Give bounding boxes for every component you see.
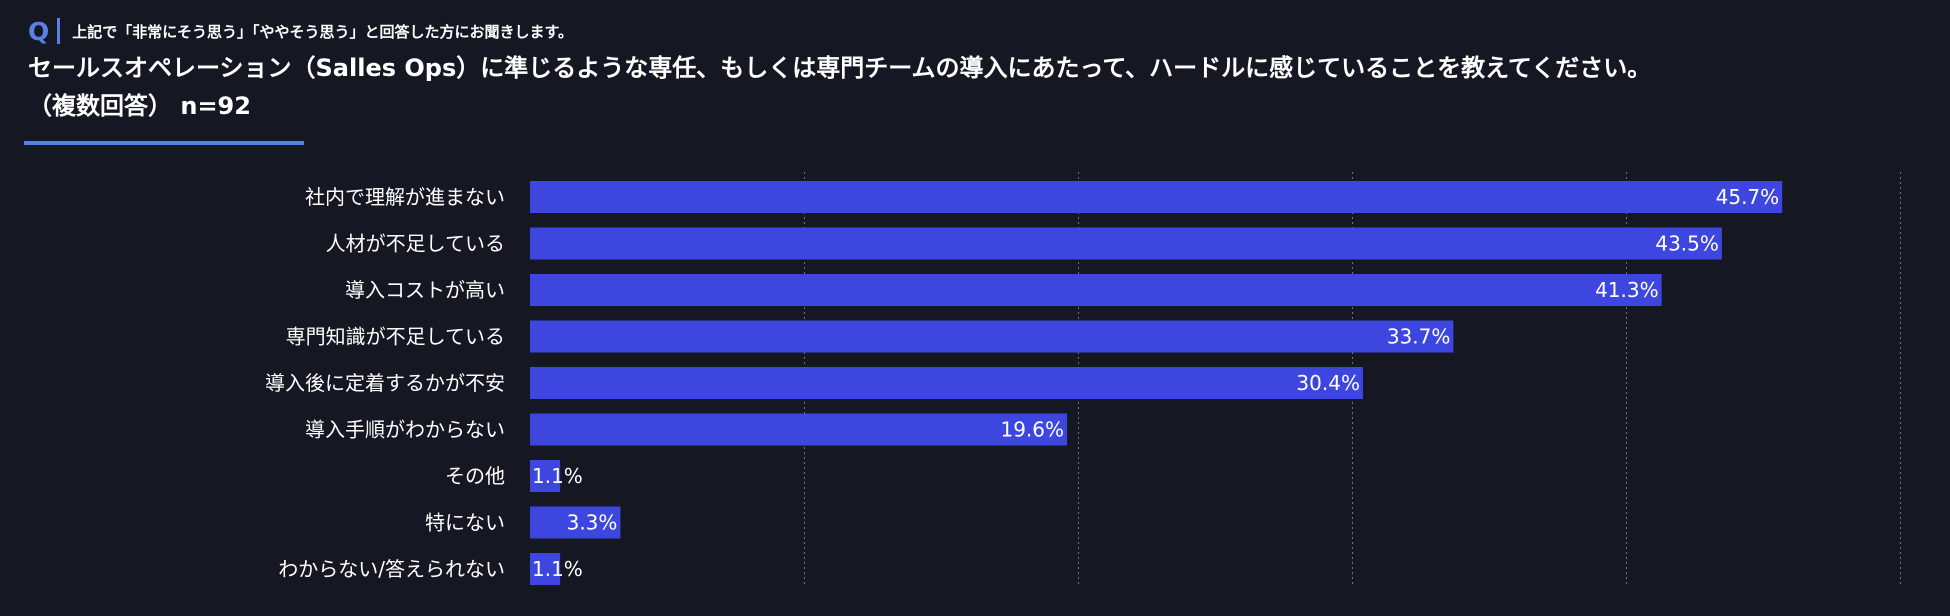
data-label: 1.1% <box>532 464 583 488</box>
question-text: セールスオペレーション（Salles Ops）に準じるような専任、もしくは専門チ… <box>28 54 1652 82</box>
category-label: わからない/答えられない <box>278 557 505 581</box>
category-label: 社内で理解が進まない <box>305 185 505 209</box>
data-label: 30.4% <box>1296 371 1360 395</box>
category-label: 導入手順がわからない <box>305 418 505 442</box>
bar <box>530 367 1363 399</box>
bar <box>530 460 561 492</box>
prequestion-row: Q 上記で「非常にそう思う」「ややそう思う」と回答した方にお聞きします。 <box>28 14 1930 48</box>
category-label: 専門知識が不足している <box>286 325 505 349</box>
category-label: 特にない <box>425 511 505 535</box>
bar <box>530 274 1662 306</box>
bar <box>530 227 1722 260</box>
data-label: 43.5% <box>1655 232 1719 256</box>
data-label: 1.1% <box>532 557 583 581</box>
question-header: Q 上記で「非常にそう思う」「ややそう思う」と回答した方にお聞きします。 セール… <box>28 14 1930 125</box>
category-label: 導入コストが高い <box>345 278 505 302</box>
data-label: 19.6% <box>1000 418 1064 442</box>
data-label: 3.3% <box>567 511 618 535</box>
bar <box>530 181 1783 213</box>
header-underline <box>24 141 304 145</box>
bar <box>530 553 561 585</box>
data-label: 41.3% <box>1595 278 1659 302</box>
category-label: その他 <box>445 464 505 488</box>
prequestion-text: 上記で「非常にそう思う」「ややそう思う」と回答した方にお聞きします。 <box>72 22 573 41</box>
data-label: 33.7% <box>1387 325 1451 349</box>
category-label: 導入後に定着するかが不安 <box>265 371 505 395</box>
data-label: 45.7% <box>1716 185 1780 209</box>
bar <box>530 320 1454 353</box>
category-label: 人材が不足している <box>326 232 505 256</box>
bar <box>530 413 1068 446</box>
bar <box>530 506 621 539</box>
q-mark: Q <box>28 16 50 46</box>
question-note: （複数回答） n=92 <box>28 92 251 120</box>
q-separator <box>57 18 61 44</box>
